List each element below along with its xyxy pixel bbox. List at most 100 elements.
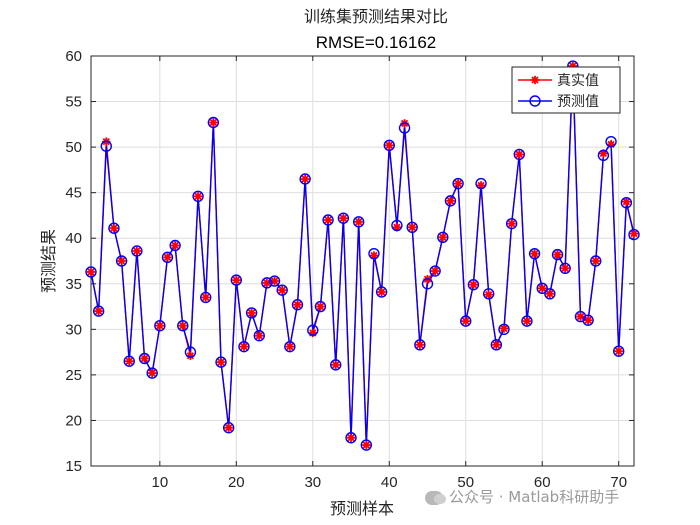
point-true [277, 285, 287, 295]
x-tick-label: 20 [228, 474, 245, 491]
point-pred [177, 319, 189, 332]
point-true [109, 224, 119, 233]
marker-stroke [332, 361, 340, 369]
grid [91, 55, 634, 467]
point-pred [536, 282, 548, 295]
y-tick-label: 40 [65, 230, 82, 247]
y-tick-label: 30 [65, 321, 82, 338]
point-true [285, 342, 295, 351]
marker-stroke [500, 324, 508, 333]
point-pred [590, 255, 602, 267]
point-pred [222, 422, 235, 434]
marker-stroke [515, 150, 523, 159]
point-pred [475, 177, 487, 190]
point-true [522, 316, 532, 326]
legend-label-true: 真实值 [557, 73, 599, 89]
marker-stroke [293, 301, 302, 309]
point-true [484, 290, 493, 299]
marker-stroke [576, 312, 585, 321]
point-true [201, 293, 210, 302]
point-true [193, 192, 203, 201]
marker-stroke [561, 264, 569, 272]
point-pred [505, 217, 518, 230]
point-true [247, 308, 256, 318]
point-true [316, 302, 325, 311]
marker-stroke [240, 342, 248, 351]
point-pred [207, 116, 220, 129]
point-pred [299, 173, 311, 185]
marker-stroke [622, 198, 631, 206]
marker-stroke [209, 118, 218, 127]
point-pred [460, 315, 472, 327]
point-pred [291, 299, 304, 311]
watermark-text: 公众号 · Matlab科研助手 [449, 488, 620, 506]
point-true [163, 253, 172, 262]
plot-area [90, 55, 635, 467]
marker-stroke [462, 317, 470, 325]
point-true [538, 284, 547, 293]
legend-marker-pred [529, 95, 541, 107]
point-pred [414, 339, 426, 351]
marker-stroke [469, 281, 478, 289]
chart-subtitle: RMSE=0.16162 [316, 33, 437, 52]
marker-stroke [431, 267, 439, 275]
point-pred [115, 255, 128, 267]
point-pred [437, 231, 449, 244]
legend-box [511, 66, 621, 114]
point-pred [597, 149, 610, 162]
point-true [461, 316, 470, 326]
marker-stroke [202, 293, 210, 302]
point-pred [613, 345, 625, 357]
point-true [140, 354, 149, 363]
point-true [216, 357, 226, 367]
point-true [560, 264, 570, 273]
point-pred [628, 228, 640, 241]
point-true [293, 300, 302, 309]
marker-stroke [148, 369, 156, 377]
marker-stroke [179, 322, 187, 330]
marker-stroke [416, 341, 424, 349]
point-pred [146, 367, 158, 379]
point-true [629, 229, 639, 238]
watermark: 公众号 · Matlab科研助手 [425, 486, 619, 507]
point-true [430, 266, 440, 276]
marker-stroke [324, 216, 332, 224]
point-pred [452, 177, 464, 190]
point-pred [620, 196, 633, 209]
point-true [530, 249, 539, 258]
point-true [492, 340, 501, 350]
point-true [354, 217, 363, 227]
legend: 真实值 预测值 [511, 66, 621, 114]
marker-stroke [339, 214, 348, 222]
point-true [239, 342, 249, 351]
marker-stroke [385, 141, 393, 149]
marker-stroke [316, 302, 325, 311]
marker-stroke [592, 257, 600, 265]
x-tick-label: 60 [534, 474, 551, 491]
marker-stroke [531, 76, 539, 84]
marker-stroke [286, 342, 294, 351]
point-true [438, 233, 448, 242]
point-true [446, 196, 455, 206]
point-true [125, 357, 134, 366]
marker-stroke [439, 233, 447, 241]
point-true [300, 174, 310, 184]
point-true [178, 321, 187, 330]
point-pred [245, 307, 258, 319]
point-true [545, 289, 555, 298]
point-true [346, 433, 356, 442]
point-pred [215, 356, 227, 368]
point-pred [398, 122, 411, 134]
x-axis-label: 预测样本 [330, 499, 394, 518]
point-pred [276, 284, 288, 296]
point-pred [467, 278, 480, 291]
point-pred [421, 278, 434, 290]
point-pred [521, 315, 533, 327]
point-pred [375, 286, 388, 298]
y-tick-label: 60 [65, 48, 82, 65]
point-true [323, 215, 333, 225]
point-pred [322, 214, 334, 226]
marker-stroke [507, 219, 516, 228]
point-pred [314, 300, 327, 313]
point-pred [192, 190, 204, 203]
